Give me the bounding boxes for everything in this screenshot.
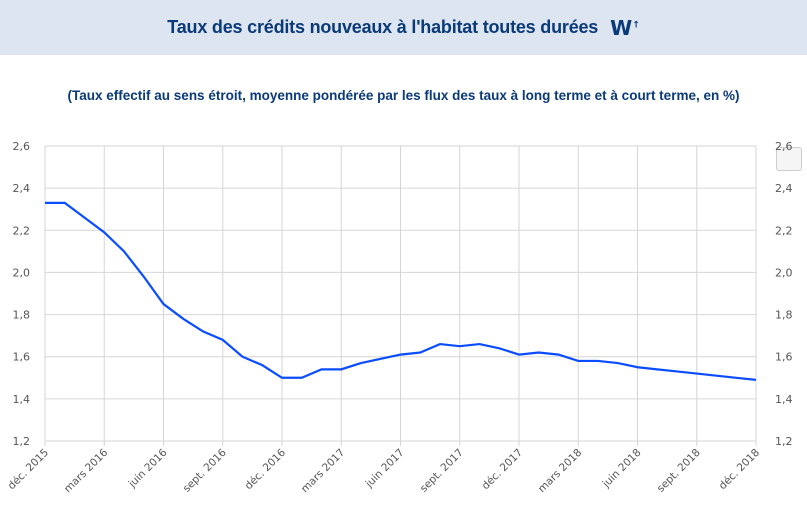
y-tick-label-left: 1,8 xyxy=(13,309,31,322)
y-tick-label-right: 2,6 xyxy=(775,140,793,153)
y-tick-label-right: 2,0 xyxy=(775,266,793,279)
logo-icon: W↑ xyxy=(610,15,640,40)
chart-header: Taux des crédits nouveaux à l'habitat to… xyxy=(0,0,807,55)
y-tick-label-left: 1,6 xyxy=(13,351,31,364)
y-tick-label-left: 1,4 xyxy=(13,393,31,406)
chart-subtitle: (Taux effectif au sens étroit, moyenne p… xyxy=(67,88,740,103)
x-tick-label: sept. 2018 xyxy=(655,447,703,495)
y-tick-label-left: 2,4 xyxy=(13,182,31,195)
y-tick-label-left: 2,6 xyxy=(13,140,31,153)
y-tick-label-right: 1,2 xyxy=(775,435,793,448)
y-tick-label-right: 2,4 xyxy=(775,182,793,195)
series-line xyxy=(45,201,757,381)
x-tick-label: déc. 2017 xyxy=(480,447,525,492)
y-tick-label-left: 2,2 xyxy=(13,224,31,237)
x-tick-label: mars 2018 xyxy=(536,447,584,495)
y-tick-label-right: 2,2 xyxy=(775,224,793,237)
x-tick-label: juin 2016 xyxy=(126,446,170,490)
x-tick-label: mars 2016 xyxy=(62,446,111,495)
chart-menu-button[interactable] xyxy=(776,147,802,171)
x-tick-label: sept. 2017 xyxy=(418,447,466,495)
y-tick-label-right: 1,4 xyxy=(775,393,793,406)
x-tick-label: déc. 2015 xyxy=(6,447,51,492)
y-tick-label-left: 1,2 xyxy=(13,435,31,448)
x-tick-label: mars 2017 xyxy=(299,447,347,495)
x-tick-label: juin 2017 xyxy=(363,447,407,491)
x-tick-label: sept. 2016 xyxy=(181,446,229,494)
y-tick-label-right: 1,6 xyxy=(775,351,793,364)
x-tick-label: déc. 2016 xyxy=(243,446,289,492)
y-tick-label-right: 1,8 xyxy=(775,309,793,322)
x-tick-label: déc. 2018 xyxy=(717,447,762,492)
y-tick-label-left: 2,0 xyxy=(13,266,31,279)
chart-title: Taux des crédits nouveaux à l'habitat to… xyxy=(167,17,599,37)
x-tick-label: juin 2018 xyxy=(600,447,644,491)
